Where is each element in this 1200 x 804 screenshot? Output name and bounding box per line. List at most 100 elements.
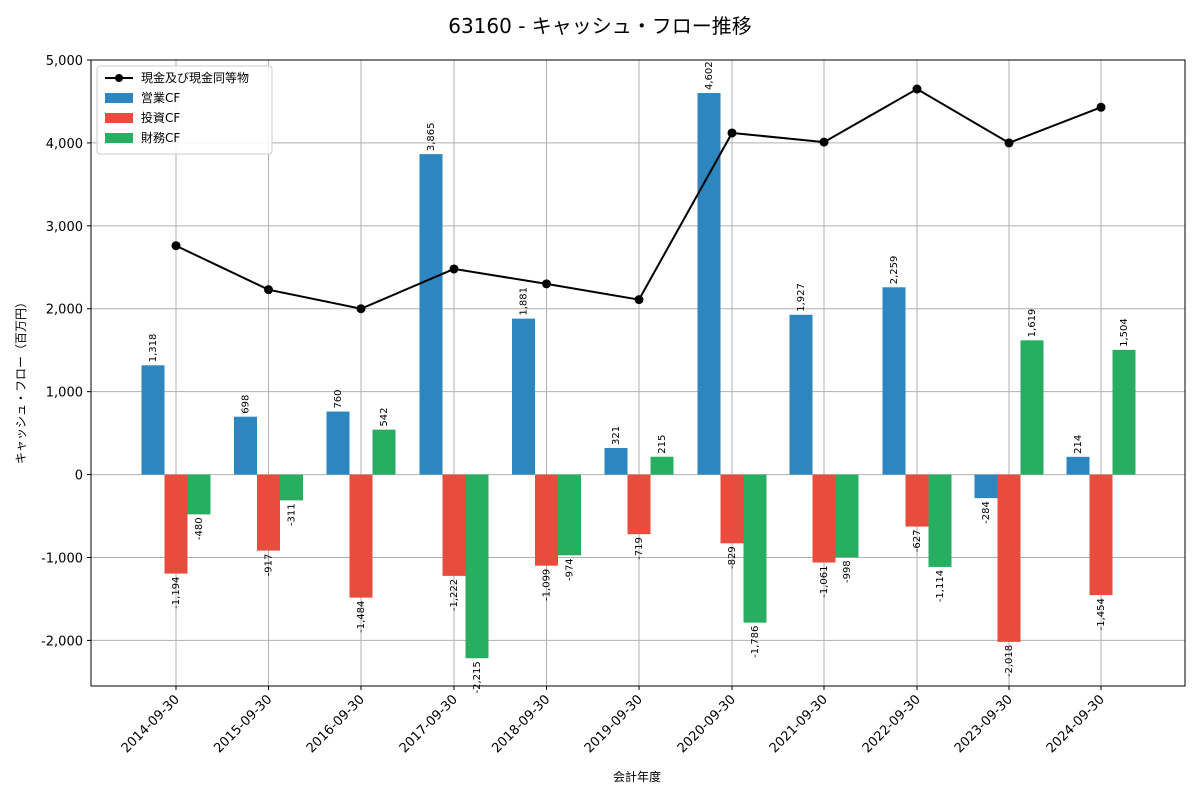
bar-value-label: -1,194 [171,577,182,609]
bar-financing [743,474,767,623]
x-tick-label: 2020-09-30 [675,692,739,756]
bar-value-label: 2,259 [889,256,900,285]
data-labels: 1,318 698 760 3,865 1,881 321 4,602 1,927 2,259 -… [148,61,1130,693]
x-tick-label: 2016-09-30 [304,692,368,756]
bar-financing [558,474,581,556]
bar-value-label: 1,881 [519,287,530,316]
bar-operating [1066,456,1090,475]
bar-investing [627,474,651,535]
bar-investing [997,474,1021,642]
bar-value-label: 1,927 [796,283,807,312]
x-tick-label: 2021-09-30 [767,692,831,756]
bar-operating [419,154,443,475]
y-tick-label: 5,000 [46,54,83,69]
bar-value-label: 698 [241,395,252,414]
x-tick-label: 2014-09-30 [119,692,183,756]
legend-label: 投資CF [141,110,180,125]
bar-operating [789,314,813,475]
y-tick-label: -1,000 [41,551,83,566]
bar-financing [1112,349,1136,475]
legend-label: 現金及び現金同等物 [141,70,249,85]
cash-line-point [171,241,181,251]
cash-line-point [542,279,551,289]
cash-line-point [1096,102,1106,112]
bar-investing [720,474,744,544]
bar-value-label: 1,504 [1119,318,1130,347]
bar-value-label: -2,018 [1004,645,1015,677]
cash-line-point [727,128,737,138]
bar-value-label: -1,786 [750,626,761,658]
bar-value-label: -2,215 [472,661,483,693]
y-tick-label: 0 [75,469,83,484]
bar-value-label: 1,619 [1027,309,1038,338]
legend-box [96,65,273,155]
legend-point-marker [115,74,123,82]
bar-value-label: -1,484 [356,601,367,633]
x-axis: 2014-09-30 2015-09-30 2016-09-30 2017-09-30… [119,686,1108,756]
bar-value-label: -284 [981,501,992,524]
bar-operating [512,318,535,475]
bar-value-label: -311 [287,503,298,526]
bar-financing [1020,340,1044,475]
bar-value-label: 3,865 [426,122,437,151]
x-tick-label: 2019-09-30 [582,692,646,756]
legend-label: 営業CF [141,91,180,105]
bar-financing [835,474,859,558]
cash-line-point [912,84,922,94]
chart-title: 63160 - キャッシュ・フロー推移 [448,14,752,38]
grid [91,59,1185,686]
bar-value-label: -719 [634,537,645,560]
y-tick-label: 3,000 [46,220,83,235]
legend-swatch [105,133,133,143]
cash-line-point [634,295,644,305]
x-tick-label: 2018-09-30 [489,692,553,756]
bar-value-label: -480 [194,517,205,540]
bar-investing [164,474,188,574]
bar-operating [141,365,165,475]
bar-investing [905,474,929,527]
bar-operating [326,411,350,475]
bar-value-label: -974 [565,558,576,581]
bar-financing [280,474,303,501]
cash-line-point [1004,138,1014,148]
x-tick-label: 2015-09-30 [211,692,275,756]
x-tick-label: 2017-09-30 [397,692,461,756]
bar-value-label: 214 [1073,435,1084,454]
bar-investing [535,474,558,566]
cash-line-point [449,264,459,274]
bar-financing [187,474,211,515]
y-axis: -2,000 -1,000 0 1,000 2,000 3,000 4,000 5,000 [41,54,91,649]
y-tick-label: 2,000 [46,303,83,318]
bar-value-label: 542 [379,408,390,427]
bar-operating [882,287,906,475]
bar-value-label: 760 [333,389,344,408]
bar-value-label: 1,318 [148,334,159,363]
legend-swatch [105,93,133,103]
bar-investing [349,474,373,598]
x-tick-label: 2022-09-30 [860,692,924,756]
bar-value-label: -998 [842,560,853,583]
cash-line-point [356,304,366,314]
bar-investing [1089,474,1113,596]
cash-line-point [819,137,829,147]
bar-value-label: 215 [657,435,668,454]
cash-line-point [264,285,273,295]
bar-operating [234,416,257,475]
y-tick-label: -2,000 [41,634,83,649]
bar-value-label: -1,454 [1096,598,1107,630]
bar-financing [928,474,952,567]
x-tick-label: 2023-09-30 [952,692,1016,756]
bar-operating [697,92,721,475]
bar-financing [650,456,674,475]
bar-value-label: 4,602 [704,61,715,90]
bar-investing [257,474,280,551]
bar-operating [604,447,628,475]
plot-frame [90,59,1186,687]
bar-value-label: -1,222 [449,579,460,611]
x-axis-label: 会計年度 [613,769,661,784]
bar-value-label: 321 [611,426,622,445]
bar-investing [812,474,836,563]
